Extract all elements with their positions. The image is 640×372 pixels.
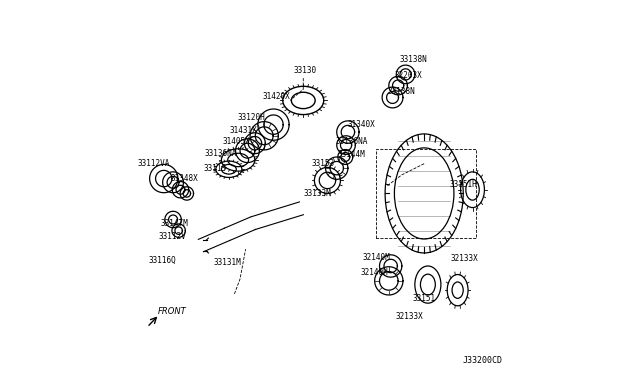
Text: 33151H: 33151H xyxy=(449,180,477,189)
Text: 32203X: 32203X xyxy=(394,71,422,80)
Text: 33131M: 33131M xyxy=(214,258,242,267)
Text: 33130: 33130 xyxy=(294,66,317,75)
Text: 33136NA: 33136NA xyxy=(205,149,237,158)
Text: 32133X: 32133X xyxy=(396,312,423,321)
Text: 33133M: 33133M xyxy=(303,189,331,198)
Text: 33112V: 33112V xyxy=(158,232,186,241)
Text: 33113: 33113 xyxy=(204,164,227,173)
Text: 31431X: 31431X xyxy=(230,126,258,135)
Text: 32140M: 32140M xyxy=(363,253,390,262)
Text: 33144M: 33144M xyxy=(337,150,365,159)
Text: 33151: 33151 xyxy=(412,294,435,303)
Text: 33112VA: 33112VA xyxy=(138,159,170,168)
Text: J33200CD: J33200CD xyxy=(462,356,502,365)
Text: 31348X: 31348X xyxy=(170,174,198,183)
Text: 32140H: 32140H xyxy=(360,268,388,277)
Text: 31340X: 31340X xyxy=(348,120,376,129)
Text: 33147M: 33147M xyxy=(161,219,189,228)
Text: 31405X: 31405X xyxy=(223,137,250,146)
Text: 32133X: 32133X xyxy=(450,254,478,263)
Text: FRONT: FRONT xyxy=(158,307,187,316)
Text: 33120H: 33120H xyxy=(237,113,265,122)
Text: 33116Q: 33116Q xyxy=(148,256,176,265)
Text: 31420X: 31420X xyxy=(262,92,290,101)
Text: 33138N: 33138N xyxy=(388,87,415,96)
Text: 33136NA: 33136NA xyxy=(336,137,369,146)
Text: 33138N: 33138N xyxy=(400,55,428,64)
Text: 33153: 33153 xyxy=(312,159,335,168)
